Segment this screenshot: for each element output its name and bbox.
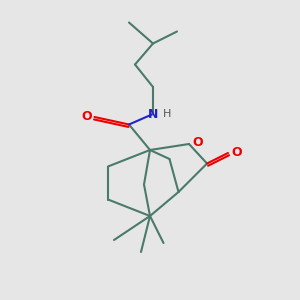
Text: N: N <box>148 107 158 121</box>
Text: O: O <box>192 136 202 148</box>
Text: O: O <box>231 146 242 160</box>
Text: O: O <box>81 110 92 124</box>
Text: H: H <box>163 109 171 119</box>
